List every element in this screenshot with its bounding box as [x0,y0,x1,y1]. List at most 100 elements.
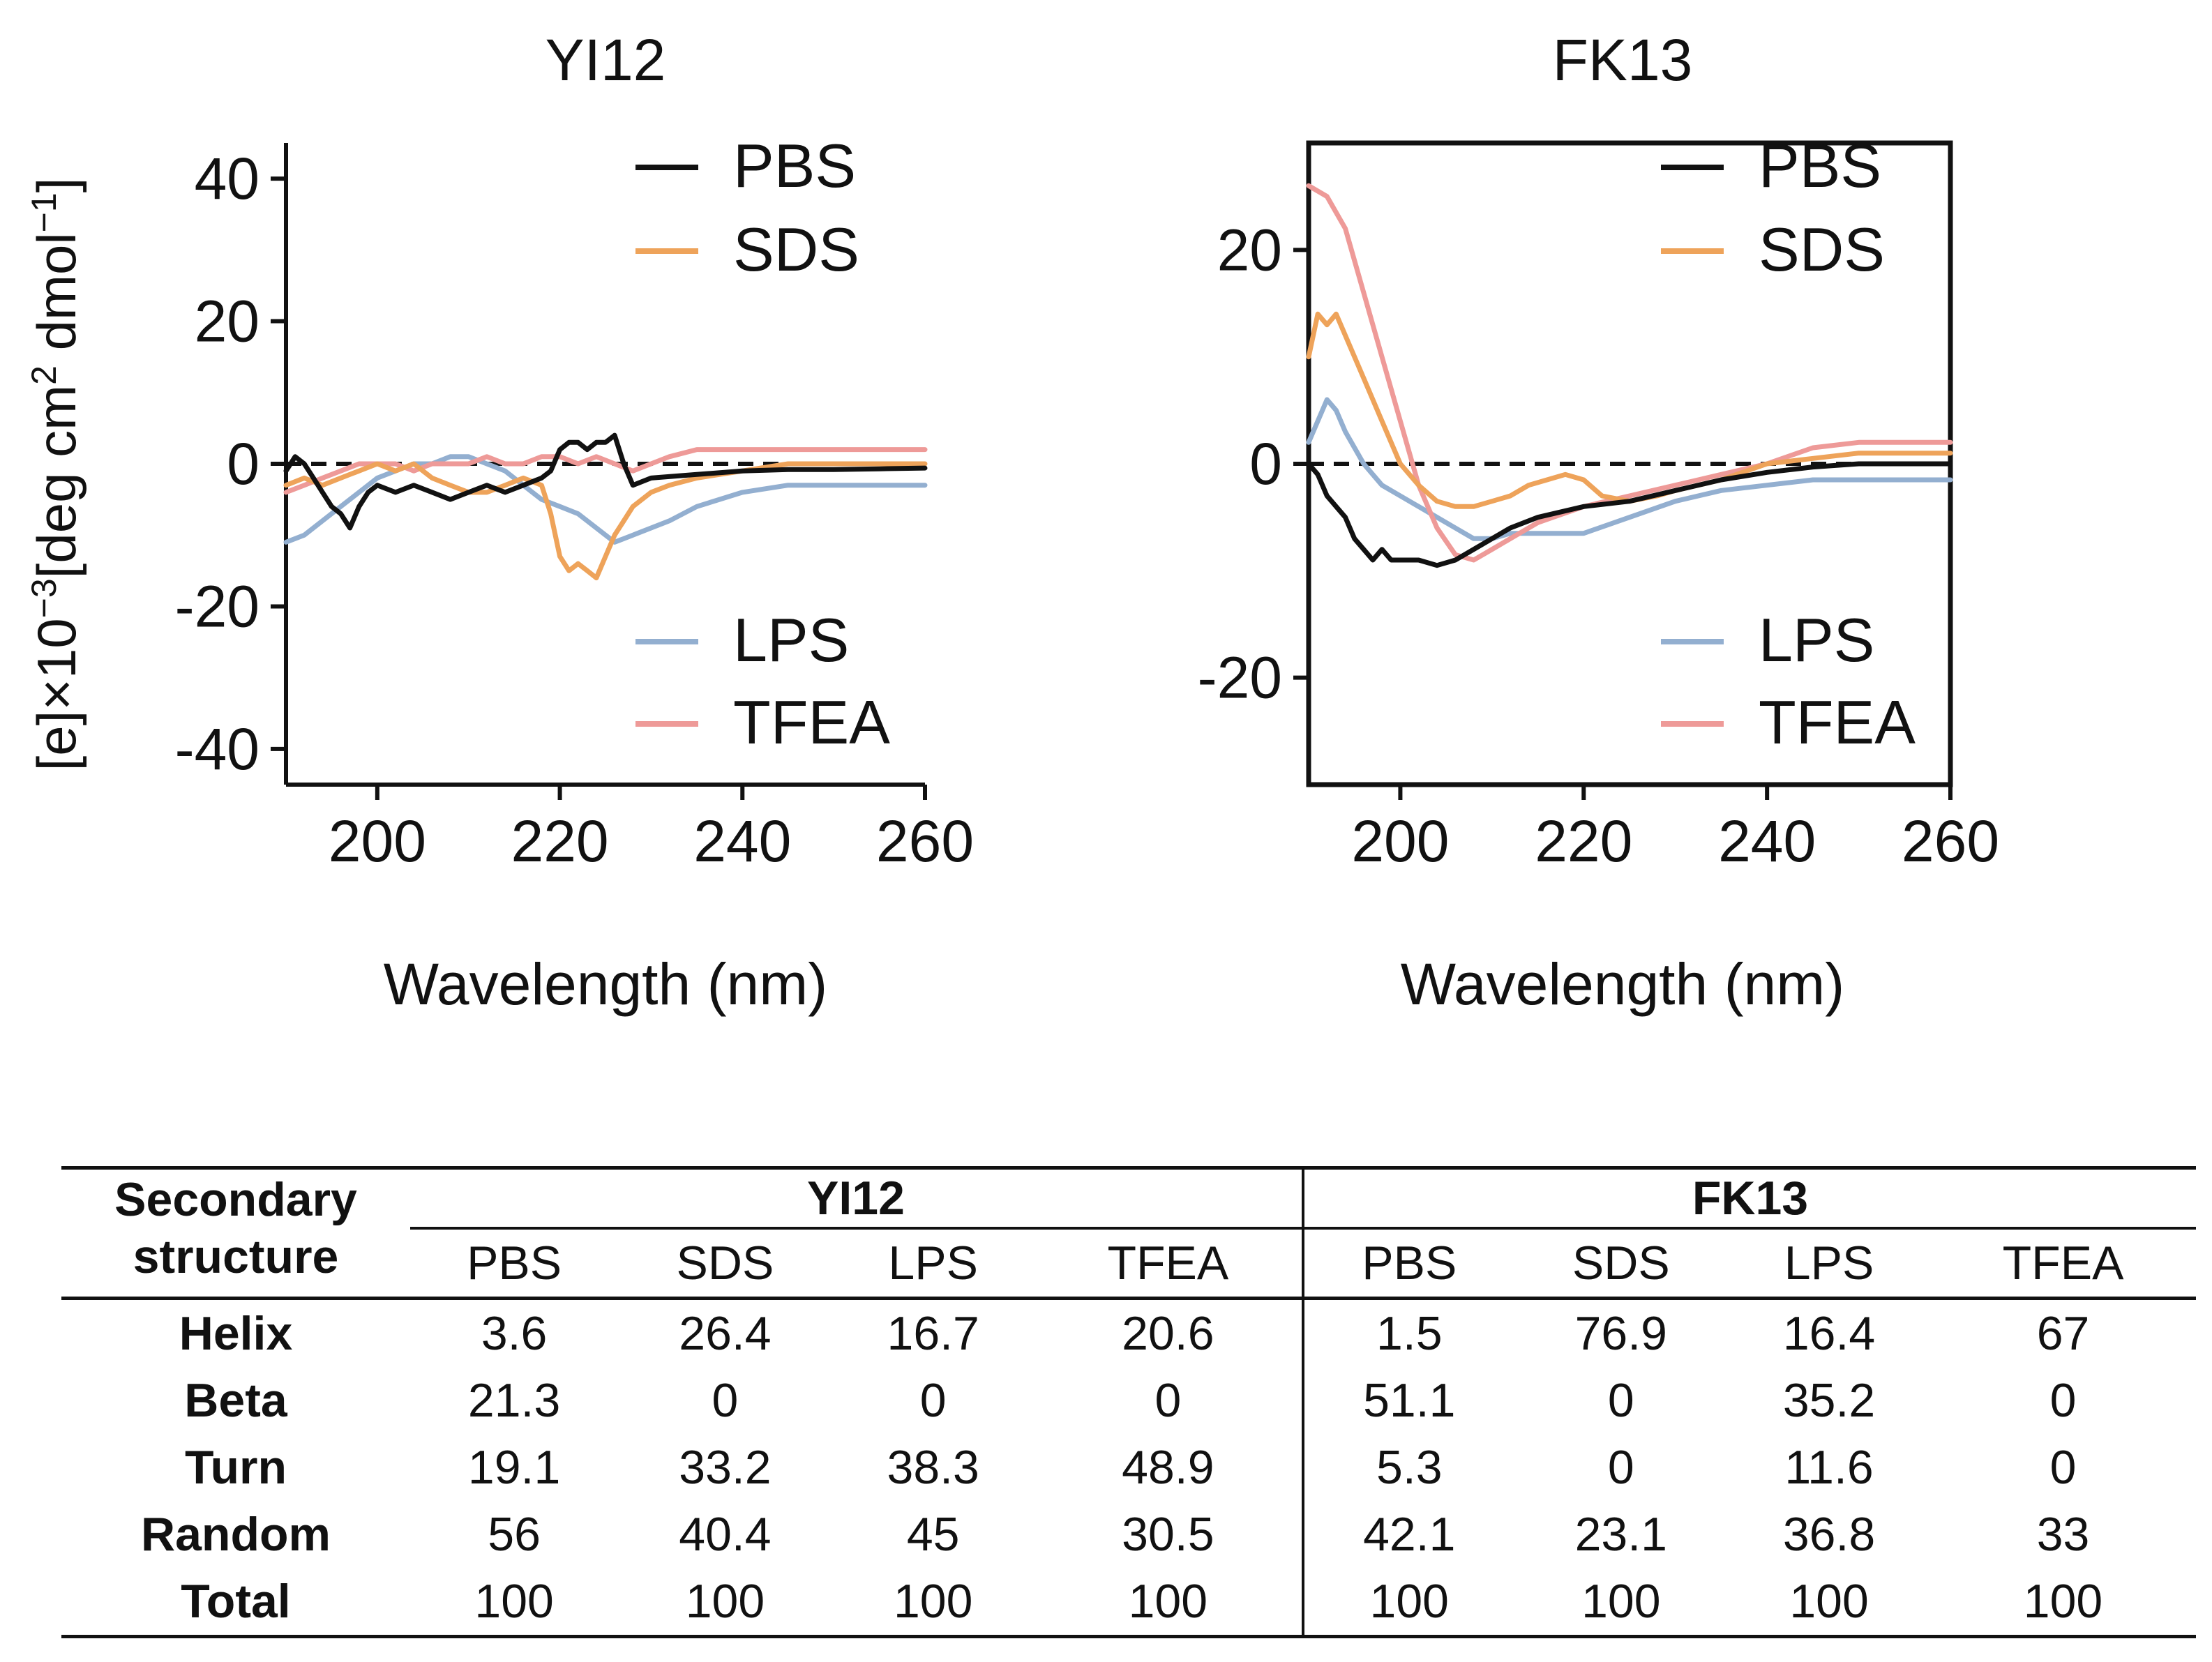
series-line-tfea [1306,183,1953,563]
table-cell: 100 [1302,1568,1514,1638]
table-cell: 21.3 [467,1374,561,1427]
table-cell: 100 [1514,1568,1729,1638]
table-cell: 35.2 [1782,1374,1876,1427]
table-cell: 100 [1728,1568,1931,1638]
yi12-chart: YI12 Wavelength (nm) 200 220 240 260 -40 -20 0… [175,27,974,1017]
table-cell: 56 [488,1508,541,1561]
legend-label: SDS [1759,215,1885,284]
series-line-pbs [1306,461,1953,568]
table-row: Turn 19.1 33.2 38.3 48.9 5.3 0 11.6 0 [61,1434,2196,1501]
series-line-sds [1306,311,1953,509]
table-cell: 11.6 [1784,1441,1874,1494]
table-cell: 0 [1034,1367,1304,1434]
chart-legend: PBS SDS LPS TFEA [1661,131,1916,757]
table-cell: 23.1 [1574,1508,1667,1561]
table-cell: 48.9 [1034,1434,1304,1501]
column-header: SDS [1514,1228,1729,1300]
x-tick-label: 240 [693,808,791,874]
row-label: Helix [179,1307,293,1360]
x-tick-label: 220 [511,808,608,874]
table-cell: 100 [1930,1568,2196,1638]
row-label: Turn [184,1441,287,1494]
x-tick-label: 260 [876,808,974,874]
table-cell: 40.4 [679,1508,772,1561]
column-header: PBS [1302,1228,1514,1300]
table-cell: 26.4 [679,1307,772,1360]
series-line-lps [283,454,928,545]
table-header-row: Secondary YI12 FK13 [61,1166,2196,1230]
y-tick-label: 20 [1217,217,1282,282]
table-cell: 0 [2049,1441,2077,1494]
y-tick-label: -20 [175,573,259,639]
y-tick-label: -40 [175,716,259,782]
chart-title: YI12 [546,27,666,93]
x-tick-label: 220 [1535,808,1632,874]
series-line-pbs [283,432,928,531]
group-header-fk13: FK13 [1302,1166,2196,1230]
table-cell: 42.1 [1363,1508,1456,1561]
legend-label: SDS [733,215,859,284]
table-cell: 76.9 [1574,1307,1667,1360]
table-cell: 20.6 [1034,1298,1304,1367]
table-row: Total 100 100 100 100 100 100 100 100 [61,1568,2196,1638]
column-header: TFEA [1034,1228,1304,1300]
table-cell: 19.1 [467,1441,561,1494]
table-subheader-row: structure PBS SDS LPS TFEA PBS SDS LPS T… [61,1228,2196,1300]
row-label: Total [61,1568,410,1638]
table-row: Beta 21.3 0 0 0 51.1 0 35.2 0 [61,1367,2196,1434]
table-cell: 100 [618,1568,832,1638]
table-cell: 0 [712,1374,739,1427]
secondary-structure-table: Secondary YI12 FK13 structure PBS SDS LP… [61,1166,2196,1640]
column-header: LPS [1728,1228,1931,1300]
group-header-yi12: YI12 [410,1166,1304,1230]
legend-label: PBS [1759,131,1881,200]
table-cell: 3.6 [481,1307,548,1360]
column-header: PBS [410,1228,619,1300]
table-cell: 16.4 [1782,1307,1876,1360]
x-tick-label: 200 [1351,808,1449,874]
series-line-sds [283,461,928,581]
series-line-lps [1306,397,1953,541]
chart-legend: PBS SDS LPS TFEA [635,131,890,757]
table-cell: 33 [2036,1508,2090,1561]
y-tick-label: 20 [195,289,259,354]
table-cell: 0 [2049,1374,2077,1427]
table-row: Helix 3.6 26.4 16.7 20.6 1.5 76.9 16.4 67 [61,1298,2196,1367]
x-tick-label: 240 [1718,808,1816,874]
y-tick-label: 0 [1249,431,1282,497]
table-cell: 16.7 [887,1307,979,1360]
table-cell: 0 [919,1374,947,1427]
table-cell: 45 [906,1508,960,1561]
table-cell: 5.3 [1376,1441,1443,1494]
table-cell: 38.3 [887,1441,979,1494]
column-header: TFEA [1930,1228,2196,1300]
y-tick-label: 40 [195,146,259,211]
table-cell: 100 [832,1568,1034,1638]
table-cell: 67 [2036,1307,2090,1360]
plot-marks: 200 220 240 260 -20 0 20 [1198,140,1999,874]
corner-header-line1: Secondary [61,1166,410,1228]
chart-title: FK13 [1553,27,1693,93]
x-tick-label: 260 [1902,808,1999,874]
legend-label: PBS [733,131,856,200]
series-line-tfea [283,447,928,495]
x-tick-label: 200 [329,808,426,874]
row-label: Beta [184,1374,287,1427]
table-row: Random 56 40.4 45 30.5 42.1 23.1 36.8 33 [61,1501,2196,1568]
cd-spectra-charts: [e]×10−3[deg cm2 dmol−1] YI12 Wavelength… [24,27,1999,1017]
y-tick-label: 0 [227,431,259,497]
table-cell: 30.5 [1034,1501,1304,1568]
table-cell: 100 [410,1568,619,1638]
y-axis-label: [e]×10−3[deg cm2 dmol−1] [24,178,87,771]
x-axis-label: Wavelength (nm) [384,951,827,1017]
table-cell: 51.1 [1363,1374,1456,1427]
legend-label: TFEA [1759,688,1916,757]
table-cell: 1.5 [1376,1307,1443,1360]
corner-header-line2: structure [61,1228,410,1300]
legend-label: TFEA [733,688,890,757]
y-tick-label: -20 [1198,645,1282,711]
table-cell: 36.8 [1782,1508,1876,1561]
table-cell: 100 [1034,1568,1304,1638]
x-axis-label: Wavelength (nm) [1401,951,1844,1017]
